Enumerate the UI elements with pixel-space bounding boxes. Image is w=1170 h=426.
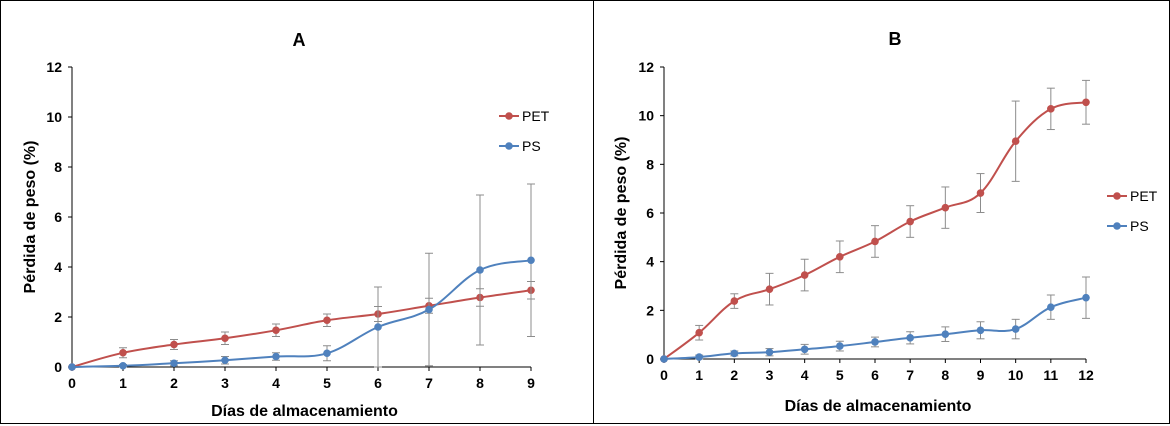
ps-data-point [730,349,739,358]
pet-data-point [695,328,703,337]
ps-legend-marker [1113,222,1121,230]
pet-data-point [871,237,879,246]
ps-data-point [476,266,484,274]
ps-legend-label: PS [522,138,541,154]
pet-legend-marker [1113,192,1121,200]
pet-data-point [906,217,914,226]
pet-legend-marker [505,112,513,120]
pet-data-point [1047,105,1055,113]
ps-data-point [695,353,703,361]
ps-series-line [71,259,532,368]
y-tick-label: 0 [54,359,62,375]
ps-data-point [660,355,668,363]
pet-data-point [836,253,844,261]
x-tick-label: 1 [695,367,703,383]
y-axis-title: Pérdida de peso (%) [613,137,630,290]
pet-data-point [976,189,985,197]
chart-panel-a: A 0 2 4 6 8 10 12 0 1 2 3 4 5 6 7 8 9 Días de almacenamien… [0,0,594,424]
pet-data-point [765,285,774,293]
ps-data-point [170,359,178,368]
y-tick-label: 2 [54,309,62,325]
y-tick-label: 0 [646,351,654,367]
pet-data-point [170,340,178,349]
x-tick-label: 11 [1043,367,1058,383]
ps-legend-marker [505,142,513,150]
ps-data-point [976,326,985,335]
x-tick-label: 1 [119,375,127,391]
x-tick-label: 2 [170,375,178,391]
y-tick-label: 2 [646,302,654,318]
ps-data-point [765,348,774,356]
pet-data-point [323,316,331,325]
x-tick-label: 12 [1078,367,1094,383]
ps-data-point [1082,293,1090,302]
ps-data-point [836,342,844,350]
y-tick-label: 4 [54,259,62,275]
x-tick-label: 4 [801,367,809,383]
ps-data-point [425,305,433,314]
chart-panel-b: B 0 2 4 6 8 10 12 0 1 2 3 4 5 6 7 8 9 10 11 12 Días de almace… [593,0,1170,424]
y-axis-title: Pérdida de peso (%) [22,141,39,294]
x-tick-label: 6 [871,367,879,383]
x-tick-label: 4 [272,375,280,391]
chart-title: A [293,30,306,50]
ps-data-point [221,356,229,365]
y-tick-label: 10 [46,109,62,125]
ps-data-point [906,334,914,342]
y-tick-label: 8 [54,159,62,175]
pet-legend-label: PET [1130,188,1158,204]
ps-data-point [68,363,76,371]
x-tick-label: 7 [425,375,433,391]
x-tick-label: 0 [660,367,668,383]
pet-data-point [272,326,280,335]
x-tick-label: 2 [730,367,738,383]
x-tick-label: 9 [527,375,535,391]
y-tick-label: 10 [638,108,654,124]
x-tick-label: 8 [941,367,949,383]
ps-data-point [119,361,127,370]
x-tick-label: 5 [323,375,331,391]
ps-data-point [527,256,535,265]
x-axis-title: Días de almacenamiento [785,398,972,415]
x-tick-label: 8 [476,375,484,391]
y-tick-label: 4 [646,254,654,270]
x-tick-label: 0 [68,375,76,391]
x-tick-label: 3 [766,367,774,383]
ps-data-point [1047,303,1055,311]
x-tick-label: 9 [977,367,985,383]
pet-data-point [221,334,229,343]
y-tick-label: 8 [646,156,654,172]
x-axis-title: Días de almacenamiento [211,403,398,420]
ps-data-point [941,330,950,338]
pet-series-line [71,289,532,368]
pet-data-point [800,271,809,279]
ps-data-point [374,323,382,331]
chart-title: B [889,29,902,49]
ps-data-point [323,349,331,358]
ps-legend-label: PS [1130,218,1149,234]
pet-legend-label: PET [522,108,550,124]
pet-data-point [1082,98,1090,107]
y-tick-label: 6 [54,209,62,225]
ps-data-point [272,352,280,361]
y-tick-label: 12 [46,59,62,75]
ps-data-point [871,338,879,346]
x-tick-label: 5 [836,367,844,383]
x-tick-label: 6 [374,375,382,391]
ps-data-point [800,345,809,354]
ps-data-point [1011,325,1020,333]
pet-data-point [941,203,950,212]
x-tick-label: 7 [906,367,914,383]
pet-data-point [730,297,739,305]
x-tick-label: 10 [1008,367,1024,383]
pet-data-point [119,348,127,357]
pet-data-point [1011,137,1020,146]
x-tick-label: 3 [221,375,229,391]
y-tick-label: 12 [638,59,654,75]
y-tick-label: 6 [646,205,654,221]
